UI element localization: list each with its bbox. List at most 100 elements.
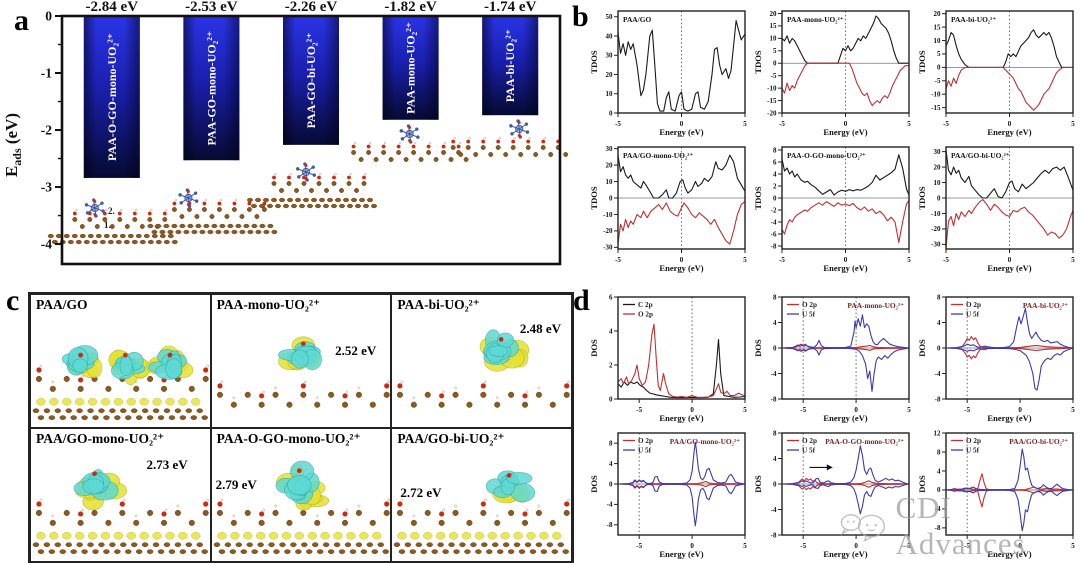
- svg-text:O 2p: O 2p: [966, 301, 981, 309]
- svg-text:10: 10: [606, 178, 614, 186]
- svg-text:-4: -4: [41, 237, 52, 252]
- svg-text:-8: -8: [771, 395, 777, 403]
- structure-label: PAA/GO: [36, 297, 88, 312]
- svg-text:Energy (eV): Energy (eV): [823, 549, 867, 559]
- svg-text:-8: -8: [771, 531, 777, 539]
- svg-text:4: 4: [773, 319, 777, 327]
- svg-text:40: 40: [606, 32, 614, 40]
- svg-text:5: 5: [743, 542, 747, 550]
- svg-text:5: 5: [1071, 542, 1075, 550]
- charge-density-illustration: [216, 336, 390, 408]
- svg-text:PAA/GO-bi-UO₂²⁺: PAA/GO-bi-UO₂²⁺: [951, 151, 1010, 160]
- svg-text:U 5f: U 5f: [966, 311, 980, 319]
- svg-text:0: 0: [937, 344, 941, 352]
- svg-text:PAA-bi-UO₂²⁺: PAA-bi-UO₂²⁺: [503, 29, 517, 102]
- charge-density-illustration: [32, 345, 210, 420]
- svg-text:-2.84 eV: -2.84 eV: [86, 0, 139, 15]
- binding-energy-label: 2.72 eV: [400, 485, 442, 500]
- svg-text:-4: -4: [935, 370, 941, 378]
- svg-text:12: 12: [934, 429, 942, 437]
- panel-label-d: d: [573, 284, 590, 317]
- tdos-plot-paa-go-bi-uo2: -30 -20 -10 0 10 20 30 -5 0 5 TDOS Energy (eV) PAA/G…: [916, 142, 1078, 274]
- binding-energy-label: 2.79 eV: [215, 477, 257, 492]
- svg-text:O 2p: O 2p: [802, 437, 817, 445]
- svg-text:-30: -30: [931, 241, 941, 249]
- svg-text:DOS: DOS: [589, 475, 599, 493]
- svg-text:5: 5: [937, 50, 941, 58]
- svg-text:4: 4: [609, 327, 613, 335]
- svg-text:5: 5: [743, 406, 747, 414]
- svg-text:5: 5: [1071, 406, 1075, 414]
- svg-text:Energy (eV): Energy (eV): [659, 549, 703, 559]
- dos-plot-paa-bi-uo2: -8 -4 0 4 8 -5 0 5 DOS Energy (eV) PAA-bi-UO₂²⁺ O 2…: [916, 292, 1078, 424]
- svg-text:-20: -20: [603, 227, 613, 235]
- svg-text:DOS: DOS: [917, 475, 927, 493]
- structure-label: PAA-mono-UO₂²⁺: [216, 297, 321, 312]
- svg-text:-2.26 eV: -2.26 eV: [285, 0, 338, 15]
- svg-text:8: 8: [773, 429, 777, 437]
- charge-density-grid: PAA/GO PAA-mono-UO₂²⁺ 2.52 eV PAA-bi-UO₂…: [28, 292, 574, 563]
- tdos-plot-paa-bi-uo2: -15 -10 -5 0 5 10 15 20 -5 0 5 TDOS Energy (eV) PAA-b…: [916, 6, 1078, 138]
- svg-text:O 2p: O 2p: [638, 437, 653, 445]
- svg-text:10: 10: [770, 35, 778, 43]
- svg-text:DOS: DOS: [917, 339, 927, 357]
- svg-text:-8: -8: [771, 242, 777, 250]
- svg-text:4: 4: [773, 455, 777, 463]
- svg-text:-5: -5: [779, 120, 785, 128]
- svg-text:TDOS: TDOS: [589, 186, 599, 209]
- svg-text:U 5f: U 5f: [802, 311, 816, 319]
- svg-text:4: 4: [937, 319, 941, 327]
- svg-text:O 2p: O 2p: [802, 301, 817, 309]
- svg-text:Energy (eV): Energy (eV): [987, 413, 1031, 423]
- svg-text:U 5f: U 5f: [802, 447, 816, 455]
- svg-text:-5: -5: [771, 72, 777, 80]
- svg-text:5: 5: [907, 542, 911, 550]
- svg-text:-20: -20: [767, 109, 777, 117]
- svg-text:Energy (eV): Energy (eV): [987, 263, 1031, 273]
- svg-text:5: 5: [907, 256, 911, 264]
- svg-text:2: 2: [609, 361, 613, 369]
- svg-text:15: 15: [770, 22, 778, 30]
- svg-text:20: 20: [934, 10, 942, 18]
- svg-text:1.: 1.: [104, 220, 111, 230]
- svg-text:PAA-mono-UO₂²⁺: PAA-mono-UO₂²⁺: [847, 301, 904, 310]
- svg-text:TDOS: TDOS: [589, 50, 599, 73]
- charge-density-illustration: [394, 470, 571, 554]
- svg-text:PAA-GO-mono-UO₂²⁺: PAA-GO-mono-UO₂²⁺: [204, 31, 218, 146]
- svg-text:0: 0: [937, 486, 941, 494]
- svg-text:6: 6: [609, 293, 613, 301]
- svg-text:30: 30: [934, 148, 942, 156]
- svg-text:PAA-mono-UO₂²⁺: PAA-mono-UO₂²⁺: [404, 22, 418, 114]
- svg-text:5: 5: [907, 406, 911, 414]
- svg-text:PAA-bi-UO₂²⁺: PAA-bi-UO₂²⁺: [1023, 301, 1068, 310]
- svg-text:50: 50: [606, 13, 614, 21]
- svg-text:PAA-O-GO-mono-UO₂²⁺: PAA-O-GO-mono-UO₂²⁺: [825, 437, 904, 446]
- svg-text:5: 5: [1071, 256, 1075, 264]
- dos-plot-paa-o-go-mono-uo2: -8 -4 0 4 8 -5 0 5 DOS Energy (eV) PAA-O-GO-mono-U…: [752, 428, 914, 560]
- svg-text:-20: -20: [931, 225, 941, 233]
- charge-density-cell-paa-mono: PAA-mono-UO₂²⁺ 2.52 eV: [210, 294, 392, 428]
- svg-text:U 5f: U 5f: [638, 447, 652, 455]
- svg-text:-10: -10: [931, 210, 941, 218]
- svg-text:Energy (eV): Energy (eV): [987, 127, 1031, 137]
- svg-text:TDOS: TDOS: [917, 50, 927, 73]
- svg-text:O 2p: O 2p: [638, 311, 653, 319]
- svg-text:0: 0: [773, 344, 777, 352]
- svg-text:4: 4: [773, 170, 777, 178]
- svg-text:-6: -6: [771, 230, 777, 238]
- svg-text:-10: -10: [603, 211, 613, 219]
- svg-text:Energy (eV): Energy (eV): [823, 127, 867, 137]
- svg-text:Energy (eV): Energy (eV): [823, 263, 867, 273]
- svg-text:20: 20: [606, 161, 614, 169]
- svg-text:Energy (eV): Energy (eV): [659, 127, 703, 137]
- svg-text:-4: -4: [607, 501, 613, 509]
- svg-text:PAA/GO-bi-UO₂²⁺: PAA/GO-bi-UO₂²⁺: [1009, 437, 1068, 446]
- svg-text:20: 20: [770, 10, 778, 18]
- svg-text:PAA-O-GO-mono-UO₂²⁺: PAA-O-GO-mono-UO₂²⁺: [105, 33, 119, 161]
- binding-energy-label: 2.52 eV: [335, 343, 377, 358]
- svg-text:10: 10: [606, 90, 614, 98]
- svg-text:-2: -2: [41, 123, 52, 138]
- svg-text:PAA/GO-mono-UO₂²⁺: PAA/GO-mono-UO₂²⁺: [670, 437, 740, 446]
- dos-plot-paa-go-bi-uo2: -8 -4 0 4 8 12 -5 0 5 DOS Energy (eV) PAA/GO-bi-UO₂…: [916, 428, 1078, 560]
